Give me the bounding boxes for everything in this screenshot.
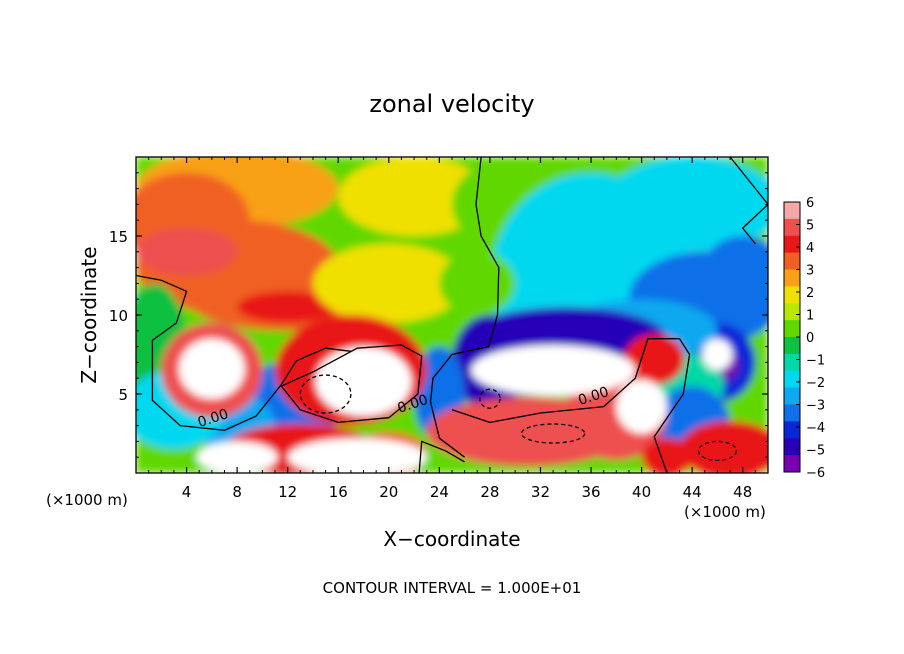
colorbar-tick-label: −2	[806, 376, 825, 391]
field-patch	[312, 243, 465, 323]
zero-contour	[451, 338, 691, 473]
colorbar-swatch	[784, 387, 800, 405]
x-tick-label: 36	[581, 483, 600, 501]
zero-contour	[136, 274, 351, 431]
x-tick-label: 12	[278, 483, 297, 501]
field-patch	[704, 236, 768, 300]
zero-contour	[729, 157, 768, 245]
colorbar-tick-label: 1	[806, 309, 814, 324]
dashed-contour	[697, 440, 738, 462]
colorbar-swatch	[784, 269, 800, 287]
field-core	[616, 379, 667, 434]
y-axis-label: Z−coordinate	[77, 246, 101, 383]
y-axis-ticks: 5 10 15	[109, 172, 768, 458]
zero-contour	[280, 344, 423, 424]
contour-interval-note: CONTOUR INTERVAL = 1.000E+01	[323, 579, 582, 597]
colorbar-swatch	[784, 337, 800, 355]
colorbar-swatch	[784, 370, 800, 389]
colorbar-swatch	[784, 252, 800, 270]
colorbar: 6 5 4 3 2 1 0 −1 −2 −3 −4 −5 −6	[783, 196, 825, 481]
x-tick-label: 28	[480, 483, 499, 501]
colorbar-swatch	[784, 353, 800, 372]
colorbar-swatch	[784, 320, 800, 338]
x-tick-label: 8	[232, 483, 242, 501]
field-core	[178, 338, 245, 399]
colorbar-tick-label: 0	[806, 331, 814, 346]
colorbar-tick-label: 4	[806, 241, 814, 256]
field-patch	[623, 333, 685, 385]
x-tick-label: 32	[531, 483, 550, 501]
heatmap-field: 0.000.00 0.00	[136, 157, 768, 473]
field-patch	[641, 438, 693, 473]
field-patch	[679, 420, 768, 473]
colorbar-swatch	[784, 303, 800, 321]
colorbar-tick-label: −4	[806, 421, 825, 436]
field-core	[287, 438, 427, 473]
colorbar-swatch	[784, 455, 800, 473]
dashed-contour	[299, 374, 352, 414]
x-tick-label: 20	[379, 483, 398, 501]
colorbar-swatch	[784, 421, 800, 439]
field-core	[702, 338, 733, 371]
y-tick-label: 5	[118, 386, 128, 404]
dashed-contour	[479, 388, 501, 409]
contour-interval-value: 1.000E+01	[497, 579, 581, 597]
field-patch	[338, 157, 490, 236]
colorbar-tick-label: −6	[806, 466, 825, 481]
colorbar-swatch	[784, 404, 800, 422]
x-axis-label: X−coordinate	[383, 527, 520, 551]
zero-contour	[418, 440, 465, 473]
colorbar-tick-label: 2	[806, 286, 814, 301]
field-patch	[237, 291, 339, 323]
x-axis-ticks: 4 8 12 16 20 24 28 32 36 40 44 48	[148, 157, 756, 501]
field-patch	[439, 251, 516, 315]
zero-contour	[429, 157, 500, 458]
chart-title: zonal velocity	[369, 90, 534, 118]
x-tick-label: 48	[733, 483, 752, 501]
colorbar-swatch	[784, 235, 800, 254]
colorbar-tick-label: −3	[806, 399, 825, 414]
colorbar-swatch	[784, 286, 800, 304]
field-core	[470, 345, 636, 396]
colorbar-tick-label: −5	[806, 444, 825, 459]
x-tick-label: 4	[182, 483, 192, 501]
colorbar-tick-label: −1	[806, 354, 825, 369]
dashed-contour	[520, 423, 586, 444]
y-tick-label: 15	[109, 228, 128, 246]
field-core	[315, 346, 412, 417]
colorbar-swatch	[784, 202, 800, 220]
field-core	[196, 441, 278, 473]
contour-interval-label: CONTOUR INTERVAL =	[323, 579, 493, 597]
x-tick-label: 24	[430, 483, 449, 501]
colorbar-tick-label: 5	[806, 219, 814, 234]
field-patch	[603, 157, 768, 252]
field-patch	[136, 228, 238, 276]
colorbar-swatch	[784, 218, 800, 237]
x-tick-label: 40	[632, 483, 651, 501]
colorbar-tick-label: 3	[806, 264, 814, 279]
x-tick-label: 44	[683, 483, 702, 501]
x-unit-right: (×1000 m)	[684, 503, 766, 521]
y-tick-label: 10	[109, 307, 128, 325]
colorbar-swatch	[784, 438, 800, 456]
colorbar-tick-label: 6	[806, 196, 814, 211]
x-unit-left: (×1000 m)	[46, 491, 128, 509]
x-tick-label: 16	[329, 483, 348, 501]
